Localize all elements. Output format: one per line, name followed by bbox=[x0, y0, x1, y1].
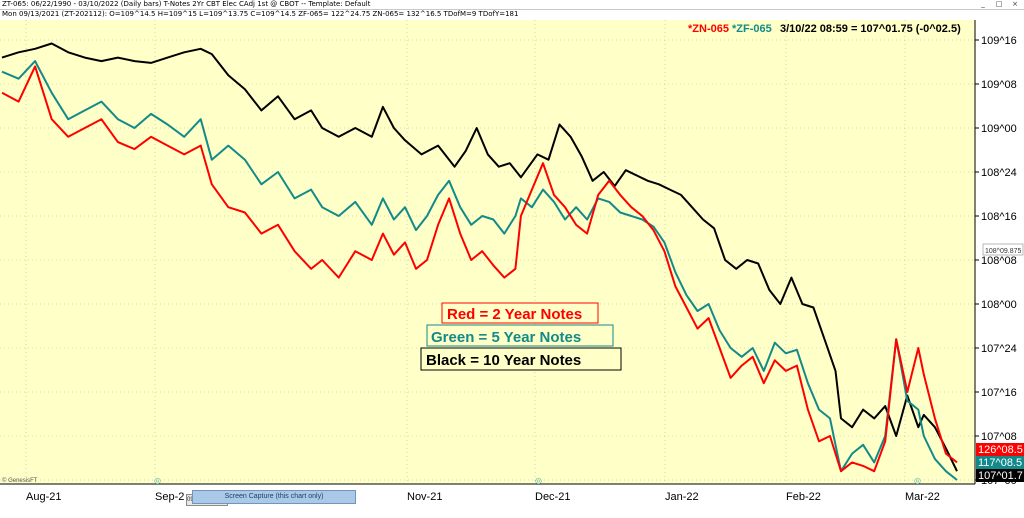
last-price-green: 117^08.5 bbox=[978, 457, 1022, 469]
watermark: © GenesisFT bbox=[2, 477, 38, 484]
window-titlebar: ZT-065: 06/22/1990 - 03/10/2022 (Daily b… bbox=[0, 0, 1024, 10]
last-price-red-box bbox=[976, 443, 1024, 456]
last-price-red: 126^08.5 bbox=[978, 444, 1023, 456]
series-line-red bbox=[1, 65, 958, 473]
y-tick-label: 107^24 bbox=[981, 343, 1017, 355]
maximize-button[interactable]: □ bbox=[995, 0, 1003, 8]
x-tick-label: Feb-22 bbox=[786, 491, 821, 503]
legend-red: Red = 2 Year Notes bbox=[441, 302, 599, 324]
x-tick-label: Aug-21 bbox=[26, 491, 61, 503]
price-axis-ticks: 109^16 109^08 109^00 108^24 108^16 108^08 108^… bbox=[975, 35, 1017, 487]
bar-info-strip: Mon 09/13/2021 (ZT-202112): O=109^14.5 H… bbox=[0, 10, 1024, 19]
last-price-green-box bbox=[976, 456, 1024, 469]
legend-black-box bbox=[420, 347, 622, 371]
y-tick-label: 108^24 bbox=[981, 167, 1017, 179]
cursor-price-box bbox=[982, 243, 1024, 256]
x-tick-label: Mar-22 bbox=[905, 491, 940, 503]
y-tick-label: 109^00 bbox=[981, 123, 1017, 135]
cursor-price-label: 108^09.875 bbox=[985, 248, 1021, 255]
series-line-black bbox=[1, 42, 958, 472]
header-quote: 3/10/22 08:59 = 107^01.75 (-0^02.5) bbox=[780, 23, 961, 35]
x-tick-label: Nov-21 bbox=[407, 491, 442, 503]
legend-red-text: Red = 2 Year Notes bbox=[447, 306, 582, 323]
legend-green: Green = 5 Year Notes bbox=[426, 324, 614, 347]
x-tick-label: Jan-22 bbox=[665, 491, 699, 503]
legend-red-box bbox=[441, 302, 599, 324]
event-marker-icon: ◎ bbox=[535, 476, 542, 485]
window-title: ZT-065: 06/22/1990 - 03/10/2022 (Daily b… bbox=[2, 0, 371, 8]
last-price-black: 107^01.7 bbox=[978, 470, 1023, 482]
legend-black-text: Black = 10 Year Notes bbox=[426, 352, 581, 369]
y-tick-label: 109^16 bbox=[981, 35, 1017, 47]
event-marker-icon: ◎ bbox=[154, 476, 161, 485]
legend-green-text: Green = 5 Year Notes bbox=[431, 329, 581, 346]
y-tick-label: 108^08 bbox=[981, 255, 1017, 267]
minimize-button[interactable]: _ bbox=[981, 0, 985, 8]
header-zf-label: *ZF-065 bbox=[732, 23, 772, 35]
plot-background bbox=[0, 20, 975, 484]
legend-green-box bbox=[426, 324, 614, 347]
bar-info-text: Mon 09/13/2021 (ZT-202112): O=109^14.5 H… bbox=[2, 10, 519, 18]
legend-black: Black = 10 Year Notes bbox=[420, 347, 622, 371]
y-tick-label: 108^16 bbox=[981, 211, 1017, 223]
series-layer bbox=[1, 42, 958, 481]
series-line-green bbox=[1, 60, 958, 481]
screen-capture-button[interactable]: Screen Capture (this chart only) bbox=[192, 490, 356, 504]
close-button[interactable]: × bbox=[1012, 0, 1018, 8]
y-tick-label: 107^08 bbox=[981, 431, 1017, 443]
x-tick-label: Dec-21 bbox=[535, 491, 570, 503]
x-tick-label: Sep-2 bbox=[155, 491, 184, 503]
time-axis-ticks: Aug-21 ◎ Sep-2 Nov-21 ◎ Dec-21 Jan-22 Feb-22 ◎ Ma… bbox=[26, 476, 940, 503]
event-marker-icon: ◎ bbox=[914, 476, 921, 485]
y-tick-label: 107^16 bbox=[981, 387, 1017, 399]
last-price-black-box bbox=[976, 469, 1024, 482]
y-tick-label: 108^00 bbox=[981, 299, 1017, 311]
window-controls: _ □ × bbox=[976, 0, 1022, 8]
y-tick-label: 109^08 bbox=[981, 79, 1017, 91]
header-zn-label: *ZN-065 bbox=[688, 23, 729, 35]
